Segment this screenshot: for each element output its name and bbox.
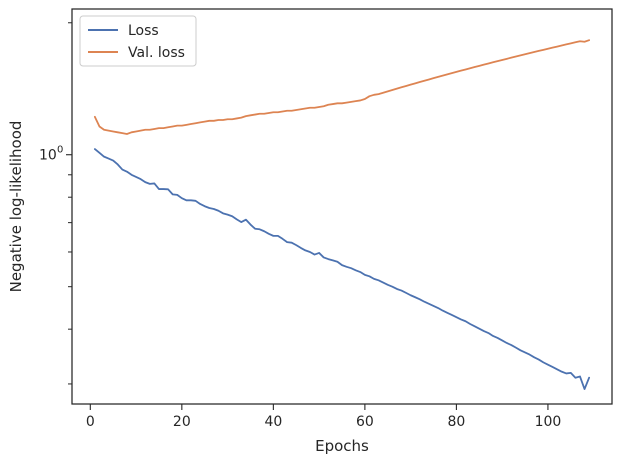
x-tick-label: 60 xyxy=(356,414,374,430)
legend-box xyxy=(79,15,197,67)
x-tick-label: 40 xyxy=(264,414,282,430)
series-line-loss xyxy=(93,148,591,390)
x-tick-label: 100 xyxy=(535,414,562,430)
x-tick-label: 0 xyxy=(86,414,95,430)
series-line-val-loss xyxy=(93,39,591,135)
legend: Loss Val. loss xyxy=(79,15,197,67)
legend-label-val-loss: Val. loss xyxy=(128,45,185,61)
x-tick-label: 80 xyxy=(447,414,465,430)
x-axis: 0 20 40 60 80 100 xyxy=(86,404,561,430)
legend-label-loss: Loss xyxy=(128,23,159,39)
series-layer xyxy=(93,39,591,390)
x-axis-title: Epochs xyxy=(315,437,369,455)
y-tick-label: 10 xyxy=(39,148,57,164)
y-axis-title: Negative log-likelihood xyxy=(7,121,25,293)
y-axis: 10 0 xyxy=(39,22,72,385)
y-tick-label-exponent: 0 xyxy=(57,145,63,156)
axes-frame xyxy=(71,8,613,405)
x-tick-label: 20 xyxy=(173,414,191,430)
